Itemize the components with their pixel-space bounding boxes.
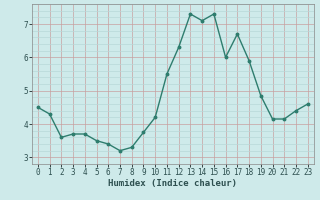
X-axis label: Humidex (Indice chaleur): Humidex (Indice chaleur) xyxy=(108,179,237,188)
